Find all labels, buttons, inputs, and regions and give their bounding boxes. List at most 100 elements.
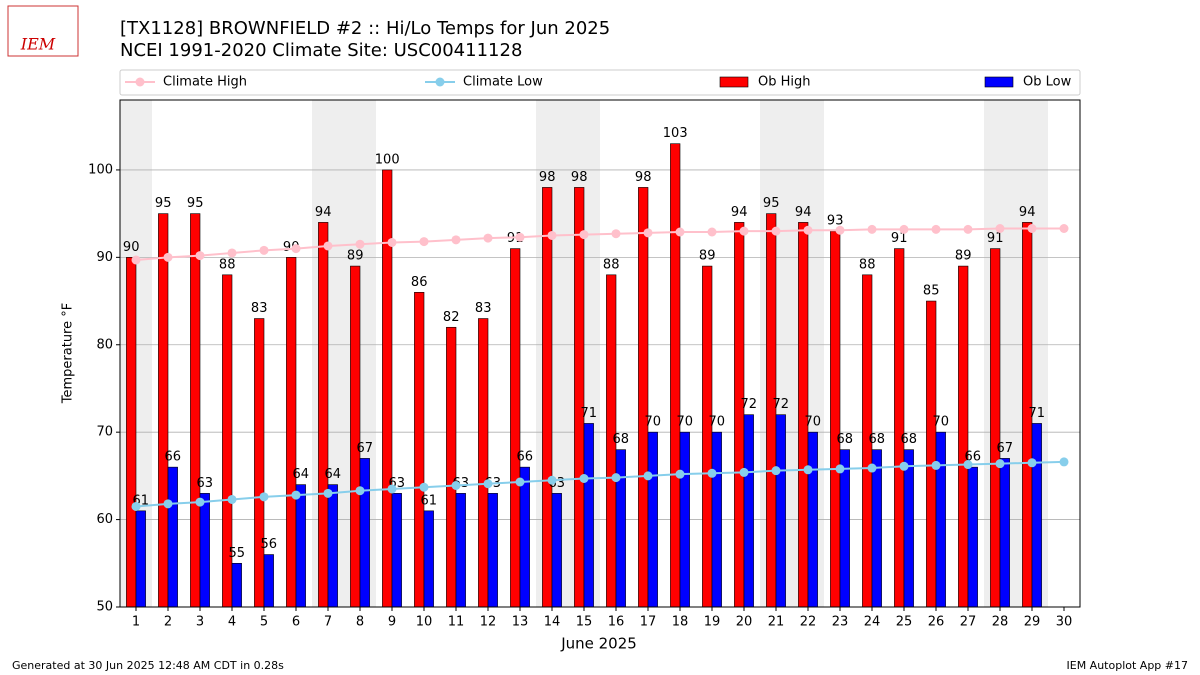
line-marker: [323, 241, 333, 251]
bar: [702, 265, 713, 608]
legend-label: Ob High: [758, 75, 811, 90]
x-tick-label: 22: [800, 615, 817, 630]
bar: [926, 300, 937, 608]
line-marker: [611, 473, 621, 483]
bar-label: 98: [539, 170, 556, 185]
bar: [327, 484, 338, 608]
bar: [263, 554, 274, 608]
line-marker: [707, 227, 717, 237]
line-marker: [611, 229, 621, 239]
line-marker: [483, 479, 493, 489]
legend-label: Climate Low: [463, 75, 543, 90]
bar: [734, 222, 745, 608]
bar: [414, 292, 425, 608]
x-tick-label: 12: [480, 615, 497, 630]
legend-swatch: [435, 77, 445, 87]
line-marker: [227, 248, 237, 258]
y-tick-label: 100: [88, 162, 113, 177]
legend-swatch: [719, 76, 749, 88]
line-marker: [1059, 457, 1069, 467]
line-marker: [675, 469, 685, 479]
line-marker: [771, 466, 781, 476]
y-tick-label: 50: [96, 600, 113, 615]
bar-label: 94: [795, 205, 812, 220]
bar-label: 89: [347, 249, 364, 264]
x-tick-label: 10: [416, 615, 433, 630]
line-marker: [227, 494, 237, 504]
line-marker: [131, 501, 141, 511]
line-marker: [387, 484, 397, 494]
bar: [295, 484, 306, 608]
bar-label: 98: [635, 170, 652, 185]
bar: [478, 318, 489, 608]
bar-label: 95: [763, 196, 780, 211]
bar: [510, 248, 521, 608]
bar-label: 70: [677, 415, 694, 430]
y-axis-label: Temperature °F: [61, 303, 76, 404]
x-tick-label: 20: [736, 615, 753, 630]
bar: [990, 248, 1001, 608]
line-marker: [867, 224, 877, 234]
bar: [391, 493, 402, 608]
line-marker: [547, 230, 557, 240]
x-tick-label: 4: [228, 615, 236, 630]
bar-label: 67: [357, 441, 374, 456]
line-marker: [259, 492, 269, 502]
chart-subtitle: NCEI 1991-2020 Climate Site: USC00411128: [120, 40, 522, 61]
line-marker: [835, 464, 845, 474]
bar: [775, 414, 786, 608]
y-tick-label: 60: [96, 512, 113, 527]
x-tick-label: 16: [608, 615, 625, 630]
line-marker: [483, 233, 493, 243]
line-marker: [195, 251, 205, 261]
bar-label: 94: [1019, 205, 1036, 220]
bar: [615, 449, 626, 608]
bar-label: 70: [645, 415, 662, 430]
line-marker: [643, 471, 653, 481]
bar-label: 85: [923, 284, 940, 299]
bar-label: 88: [603, 257, 620, 272]
line-marker: [771, 226, 781, 236]
footer-left: Generated at 30 Jun 2025 12:48 AM CDT in…: [12, 659, 284, 672]
bar: [999, 458, 1010, 608]
x-tick-label: 29: [1024, 615, 1041, 630]
line-marker: [643, 228, 653, 238]
bar-label: 88: [859, 257, 876, 272]
x-tick-label: 14: [544, 615, 561, 630]
bar-label: 88: [219, 257, 236, 272]
bar-label: 89: [955, 249, 972, 264]
line-marker: [1059, 223, 1069, 233]
bar: [638, 187, 649, 608]
line-marker: [803, 465, 813, 475]
bar: [830, 230, 841, 608]
bar: [1031, 423, 1042, 608]
bar: [487, 493, 498, 608]
bar: [647, 431, 658, 608]
y-tick-label: 90: [96, 250, 113, 265]
line-marker: [579, 474, 589, 484]
line-marker: [963, 460, 973, 470]
bar-label: 63: [197, 476, 214, 491]
bar-label: 72: [773, 397, 790, 412]
logo: IEM: [20, 35, 56, 54]
line-marker: [163, 252, 173, 262]
bar: [286, 257, 297, 608]
bar-label: 90: [123, 240, 140, 255]
bar-label: 89: [699, 249, 716, 264]
x-tick-label: 19: [704, 615, 721, 630]
line-marker: [163, 499, 173, 509]
line-marker: [931, 460, 941, 470]
line-marker: [1027, 223, 1037, 233]
line-marker: [579, 230, 589, 240]
bar-label: 82: [443, 310, 460, 325]
bar-label: 91: [987, 231, 1004, 246]
x-tick-label: 7: [324, 615, 332, 630]
bar-label: 103: [663, 126, 688, 141]
bar: [446, 326, 457, 608]
bar-label: 66: [517, 450, 534, 465]
bar: [551, 493, 562, 608]
bar: [670, 143, 681, 608]
x-tick-label: 30: [1056, 615, 1073, 630]
bar: [871, 449, 882, 608]
